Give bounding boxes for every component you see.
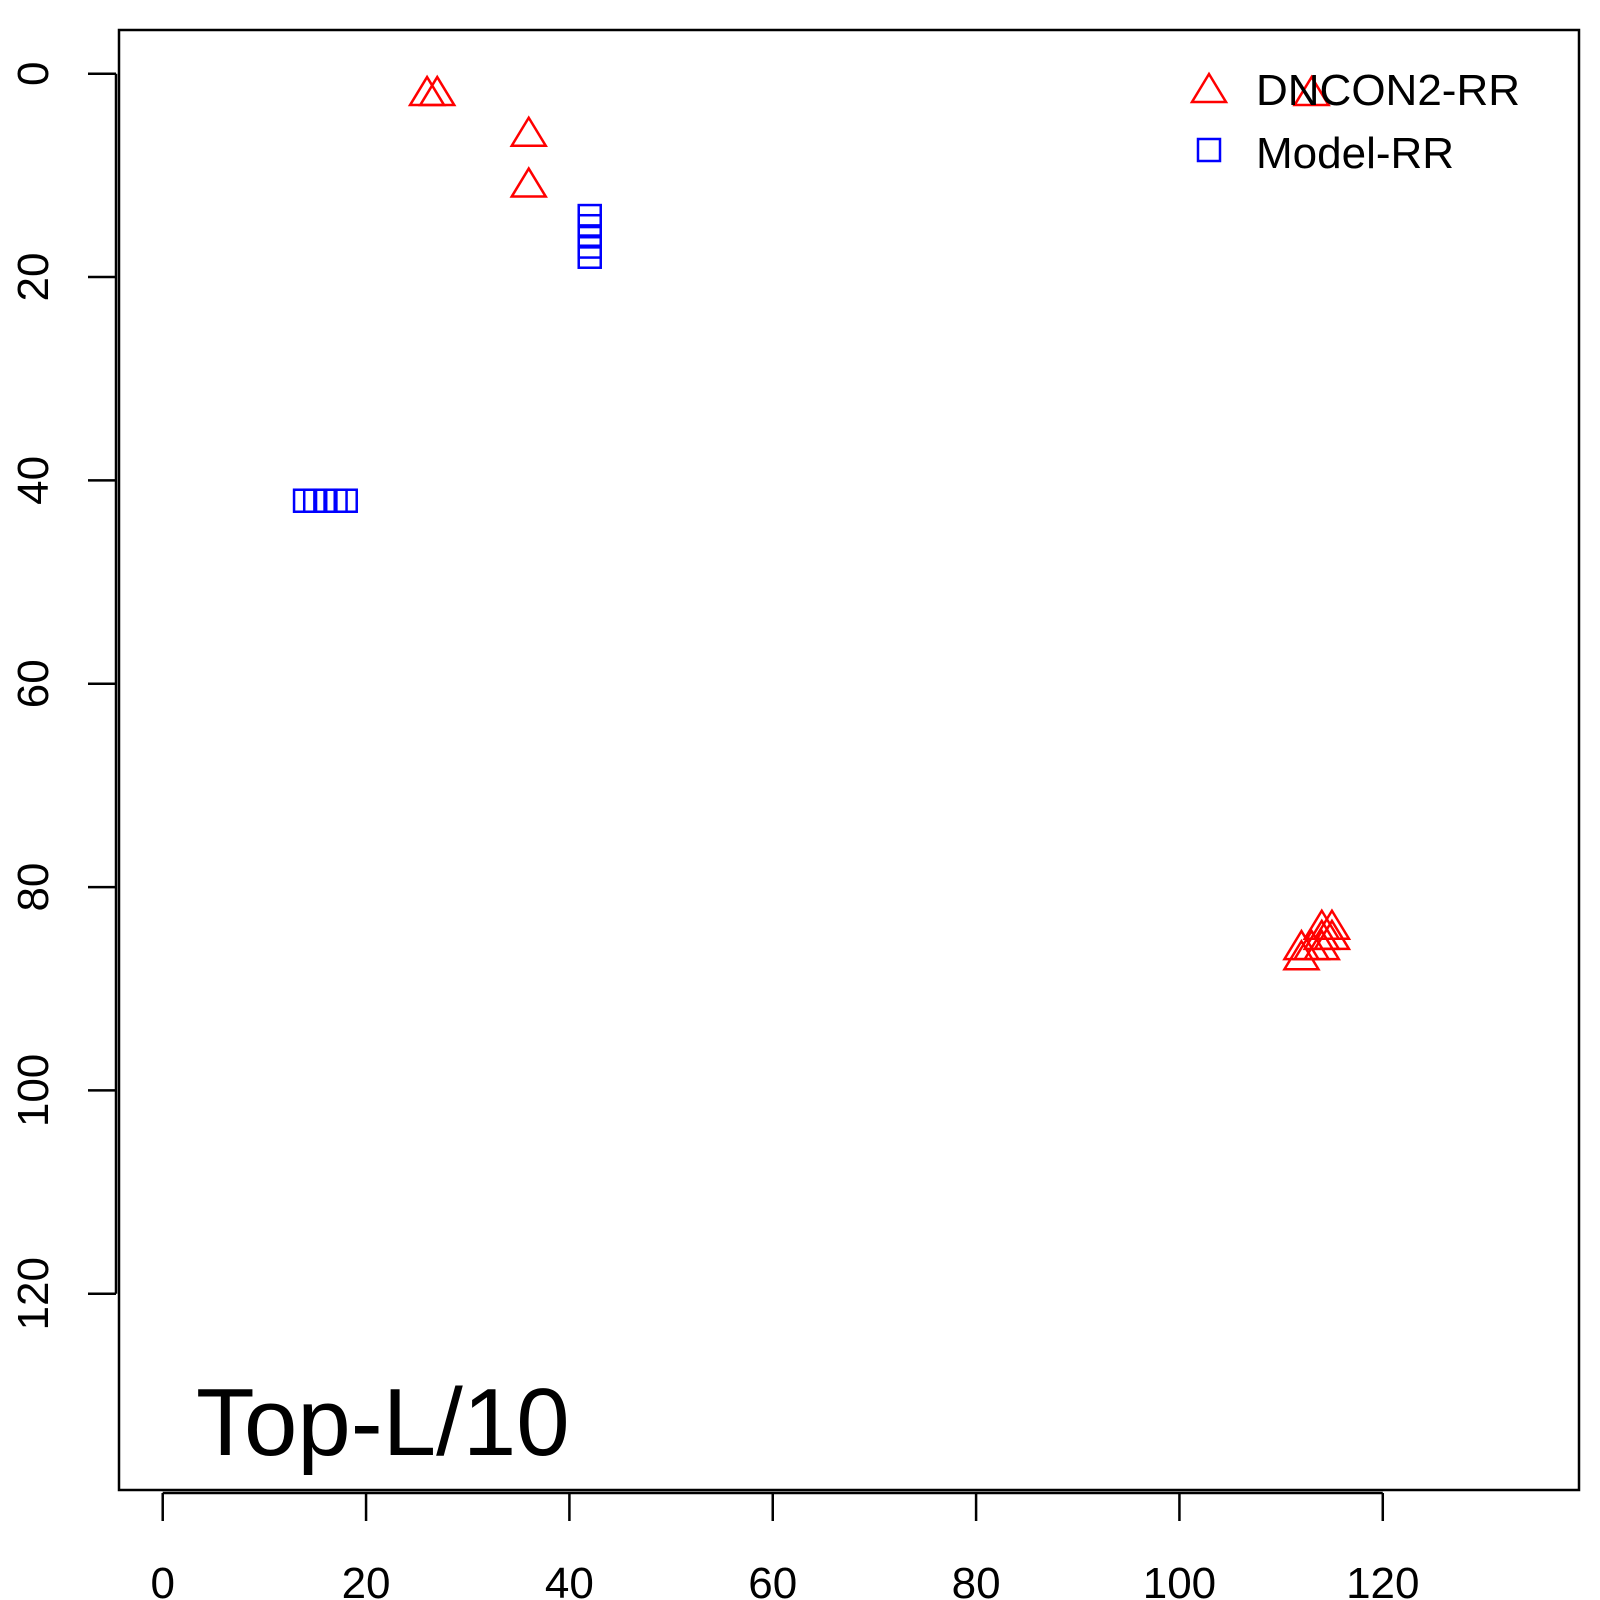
y-tick-label: 80 — [9, 863, 58, 912]
data-point-square — [577, 244, 602, 269]
data-point-triangle — [1282, 938, 1321, 971]
x-tick-label: 60 — [748, 1559, 797, 1600]
data-point-triangle — [1312, 908, 1352, 941]
plot-frame — [117, 28, 1581, 1492]
plot-annotation: Top-L/10 — [196, 1369, 570, 1476]
legend: DNCON2-RR Model-RR — [1189, 66, 1520, 178]
y-tick-label: 0 — [9, 61, 58, 85]
y-tick-label: 60 — [9, 659, 58, 708]
x-tick-label: 20 — [342, 1559, 391, 1600]
x-tick-label: 80 — [952, 1559, 1001, 1600]
data-point-triangle — [1312, 918, 1352, 951]
data-point-triangle — [1302, 928, 1341, 961]
y-tick-label: 100 — [9, 1054, 58, 1127]
legend-label-dncon2-rr: DNCON2-RR — [1256, 66, 1520, 115]
y-tick-label: 120 — [9, 1257, 58, 1330]
y-tick-label: 40 — [9, 456, 58, 505]
x-tick-label: 120 — [1346, 1559, 1419, 1600]
x-tick-label: 0 — [150, 1559, 174, 1600]
data-point-triangle — [1292, 74, 1331, 107]
data-point-triangle — [509, 115, 548, 147]
y-tick-label: 20 — [9, 253, 58, 302]
y-axis: 0 20 40 60 80 100 120 — [9, 61, 118, 1330]
x-axis: 0 20 40 60 80 100 120 — [150, 1491, 1419, 1600]
x-tick-label: 40 — [545, 1559, 594, 1600]
legend-label-model-rr: Model-RR — [1256, 129, 1454, 178]
legend-symbol-square — [1196, 137, 1222, 163]
data-point-square — [333, 488, 358, 513]
data-point-triangle — [418, 74, 457, 107]
data-point-triangle — [509, 166, 548, 198]
data-points — [292, 74, 1352, 971]
legend-symbol-triangle — [1189, 71, 1229, 104]
x-tick-label: 100 — [1143, 1559, 1216, 1600]
